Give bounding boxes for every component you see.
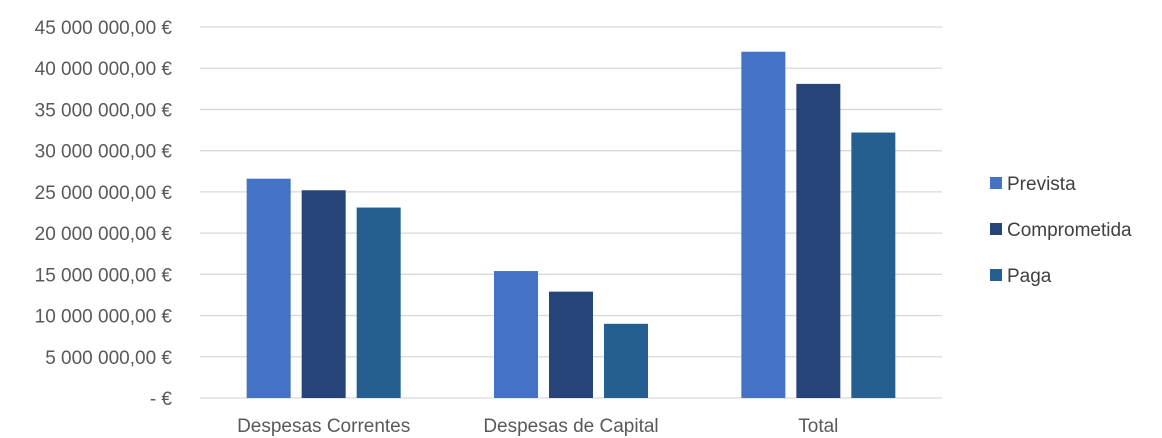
legend-swatch-comprometida — [990, 223, 1002, 235]
x-category-label: Total — [798, 416, 838, 437]
x-axis-category-labels: Despesas Correntes Despesas de Capital Tot… — [237, 416, 838, 437]
y-tick-label: - € — [150, 389, 173, 410]
bar-comprometida-2 — [549, 291, 593, 398]
legend: Prevista Comprometida Paga — [990, 174, 1132, 287]
y-tick-label: 30 000 000,00 € — [35, 142, 173, 163]
y-tick-label: 20 000 000,00 € — [35, 224, 173, 245]
y-tick-label: 25 000 000,00 € — [35, 183, 173, 204]
bar-prevista-3 — [741, 51, 786, 398]
x-category-label: Despesas Correntes — [237, 416, 410, 437]
legend-label-paga: Paga — [1007, 266, 1052, 287]
bar-prevista-2 — [494, 271, 538, 398]
legend-swatch-prevista — [990, 177, 1002, 189]
legend-label-comprometida: Comprometida — [1007, 220, 1132, 241]
bar-prevista-1 — [246, 178, 291, 398]
y-tick-label: 45 000 000,00 € — [35, 18, 173, 39]
legend-label-prevista: Prevista — [1007, 174, 1076, 195]
x-category-label: Despesas de Capital — [483, 416, 658, 437]
y-tick-label: 40 000 000,00 € — [35, 59, 173, 80]
bars — [246, 51, 896, 399]
bar-paga-2 — [604, 323, 648, 398]
legend-swatch-paga — [990, 269, 1002, 281]
y-axis-tick-labels: - € 5 000 000,00 € 10 000 000,00 € 15 000 0… — [35, 18, 173, 410]
bar-paga-3 — [851, 132, 896, 399]
bar-paga-1 — [356, 207, 401, 398]
y-tick-label: 35 000 000,00 € — [35, 100, 173, 121]
bar-comprometida-1 — [301, 190, 346, 398]
y-tick-label: 5 000 000,00 € — [45, 348, 172, 369]
bar-comprometida-3 — [796, 83, 841, 399]
y-tick-label: 10 000 000,00 € — [35, 307, 173, 328]
y-tick-label: 15 000 000,00 € — [35, 265, 173, 286]
